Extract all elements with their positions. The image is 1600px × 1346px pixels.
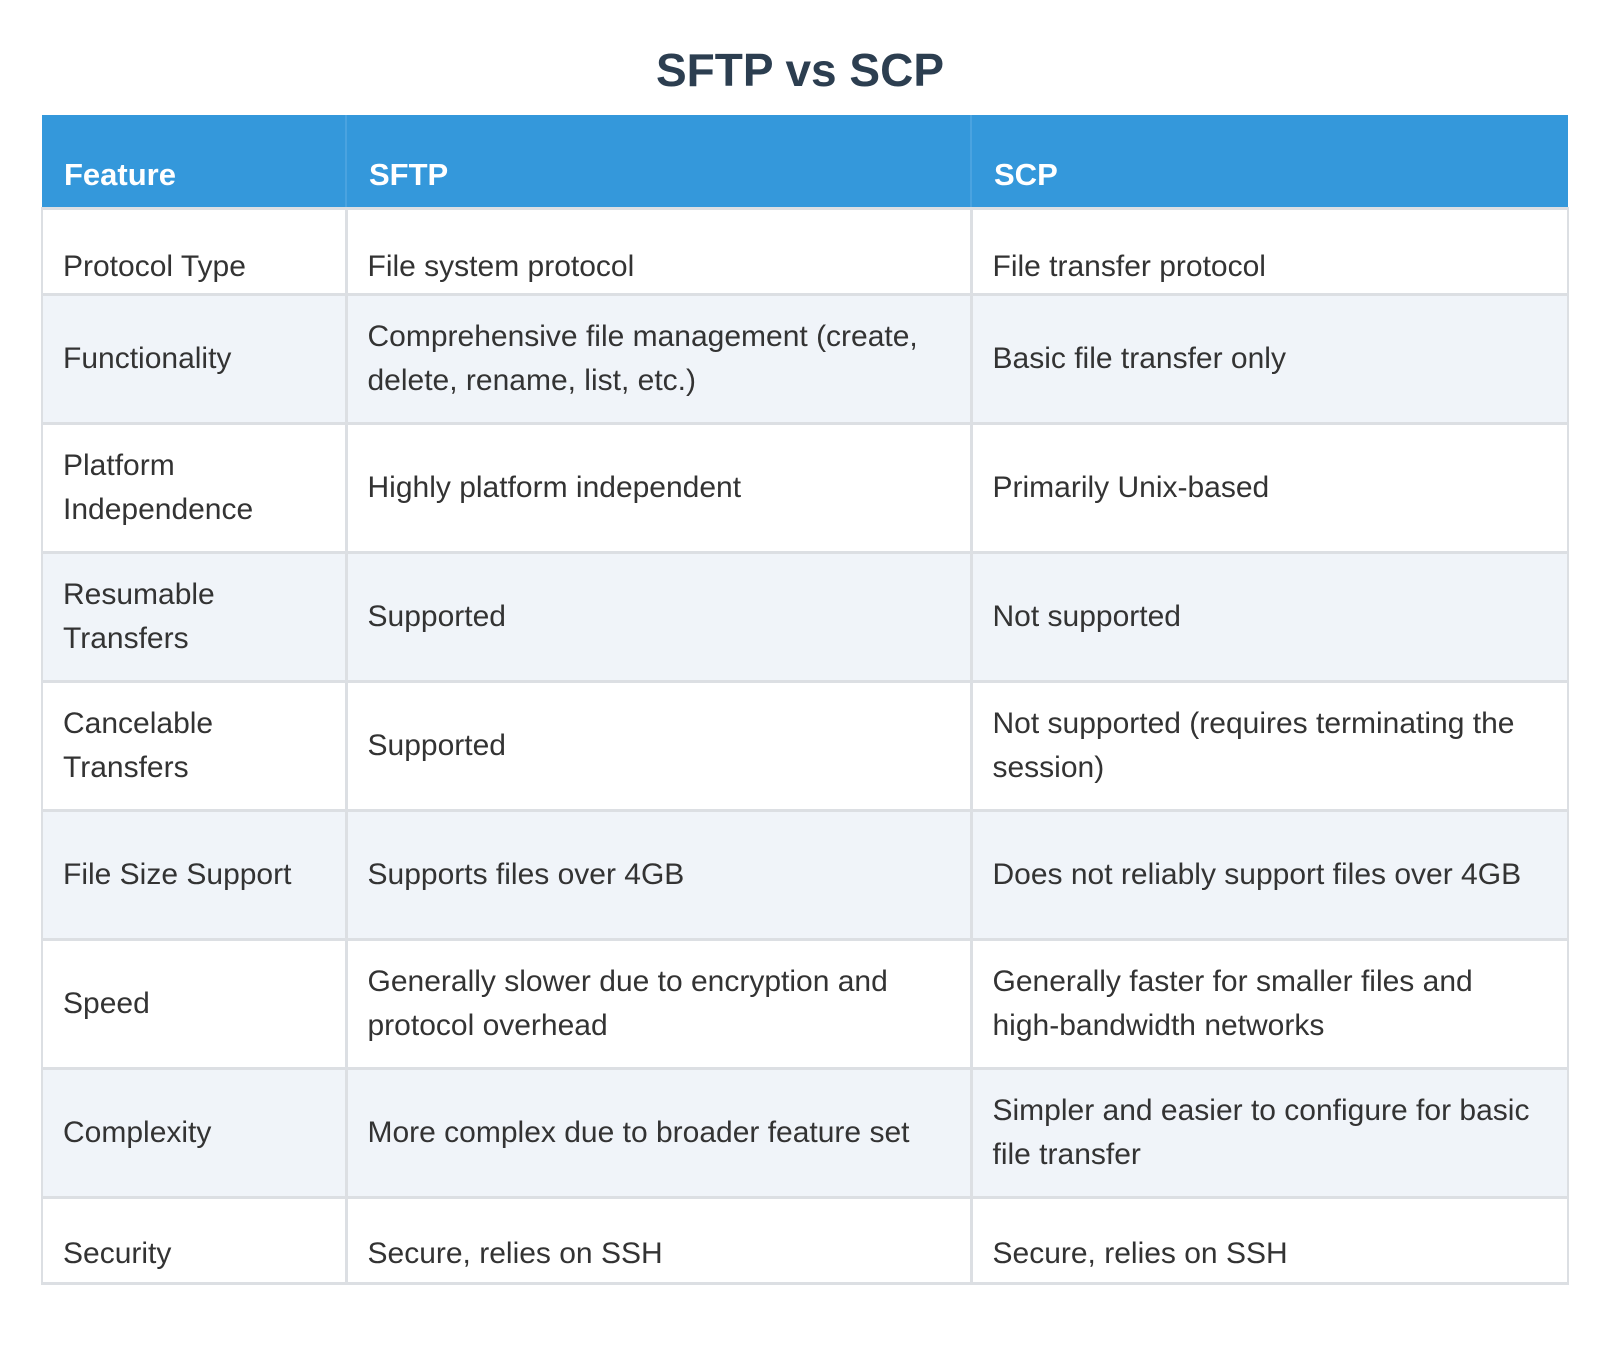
column-header-scp: SCP (971, 115, 1568, 208)
sftp-cell: Secure, relies on SSH (344, 1195, 973, 1285)
feature-cell: Complexity (41, 1066, 348, 1199)
table-row: Functionality Comprehensive file managem… (41, 292, 1569, 425)
scp-cell: Not supported (requires terminating the … (969, 679, 1569, 812)
scp-cell: Simpler and easier to configure for basi… (969, 1066, 1569, 1199)
table-row: File Size Support Supports files over 4G… (41, 808, 1569, 941)
scp-cell: Generally faster for smaller files and h… (969, 937, 1569, 1070)
sftp-cell: Supported (344, 550, 973, 683)
table-body: Protocol Type File system protocol File … (41, 206, 1569, 1285)
scp-cell: Primarily Unix-based (969, 421, 1569, 554)
table-row: Cancelable Transfers Supported Not suppo… (41, 679, 1569, 812)
sftp-cell: Highly platform independent (344, 421, 973, 554)
scp-cell: Secure, relies on SSH (969, 1195, 1569, 1285)
feature-cell: Platform Independence (41, 421, 348, 554)
sftp-cell: Comprehensive file management (create, d… (344, 292, 973, 425)
table-row: Protocol Type File system protocol File … (41, 206, 1569, 296)
sftp-cell: Generally slower due to encryption and p… (344, 937, 973, 1070)
feature-cell: Cancelable Transfers (41, 679, 348, 812)
feature-cell: Functionality (41, 292, 348, 425)
sftp-cell: Supported (344, 679, 973, 812)
feature-cell: Security (41, 1195, 348, 1285)
scp-cell: File transfer protocol (969, 206, 1569, 296)
table-row: Complexity More complex due to broader f… (41, 1066, 1569, 1199)
table-row: Security Secure, relies on SSH Secure, r… (41, 1195, 1569, 1285)
header-row: Feature SFTP SCP (42, 115, 1568, 208)
table-row: Platform Independence Highly platform in… (41, 421, 1569, 554)
scp-cell: Not supported (969, 550, 1569, 683)
scp-cell: Basic file transfer only (969, 292, 1569, 425)
column-header-sftp: SFTP (346, 115, 972, 208)
feature-cell: File Size Support (41, 808, 348, 941)
scp-cell: Does not reliably support files over 4GB (969, 808, 1569, 941)
feature-cell: Resumable Transfers (41, 550, 348, 683)
sftp-cell: Supports files over 4GB (344, 808, 973, 941)
comparison-table: Feature SFTP SCP Protocol Type File syst… (41, 115, 1569, 1285)
feature-cell: Protocol Type (41, 206, 348, 296)
table-row: Resumable Transfers Supported Not suppor… (41, 550, 1569, 683)
sftp-cell: File system protocol (344, 206, 973, 296)
table-row: Speed Generally slower due to encryption… (41, 937, 1569, 1070)
column-header-feature: Feature (42, 115, 347, 208)
table-header: Feature SFTP SCP (42, 115, 1568, 208)
sftp-cell: More complex due to broader feature set (344, 1066, 973, 1199)
feature-cell: Speed (41, 937, 348, 1070)
page-title: SFTP vs SCP (655, 44, 945, 96)
